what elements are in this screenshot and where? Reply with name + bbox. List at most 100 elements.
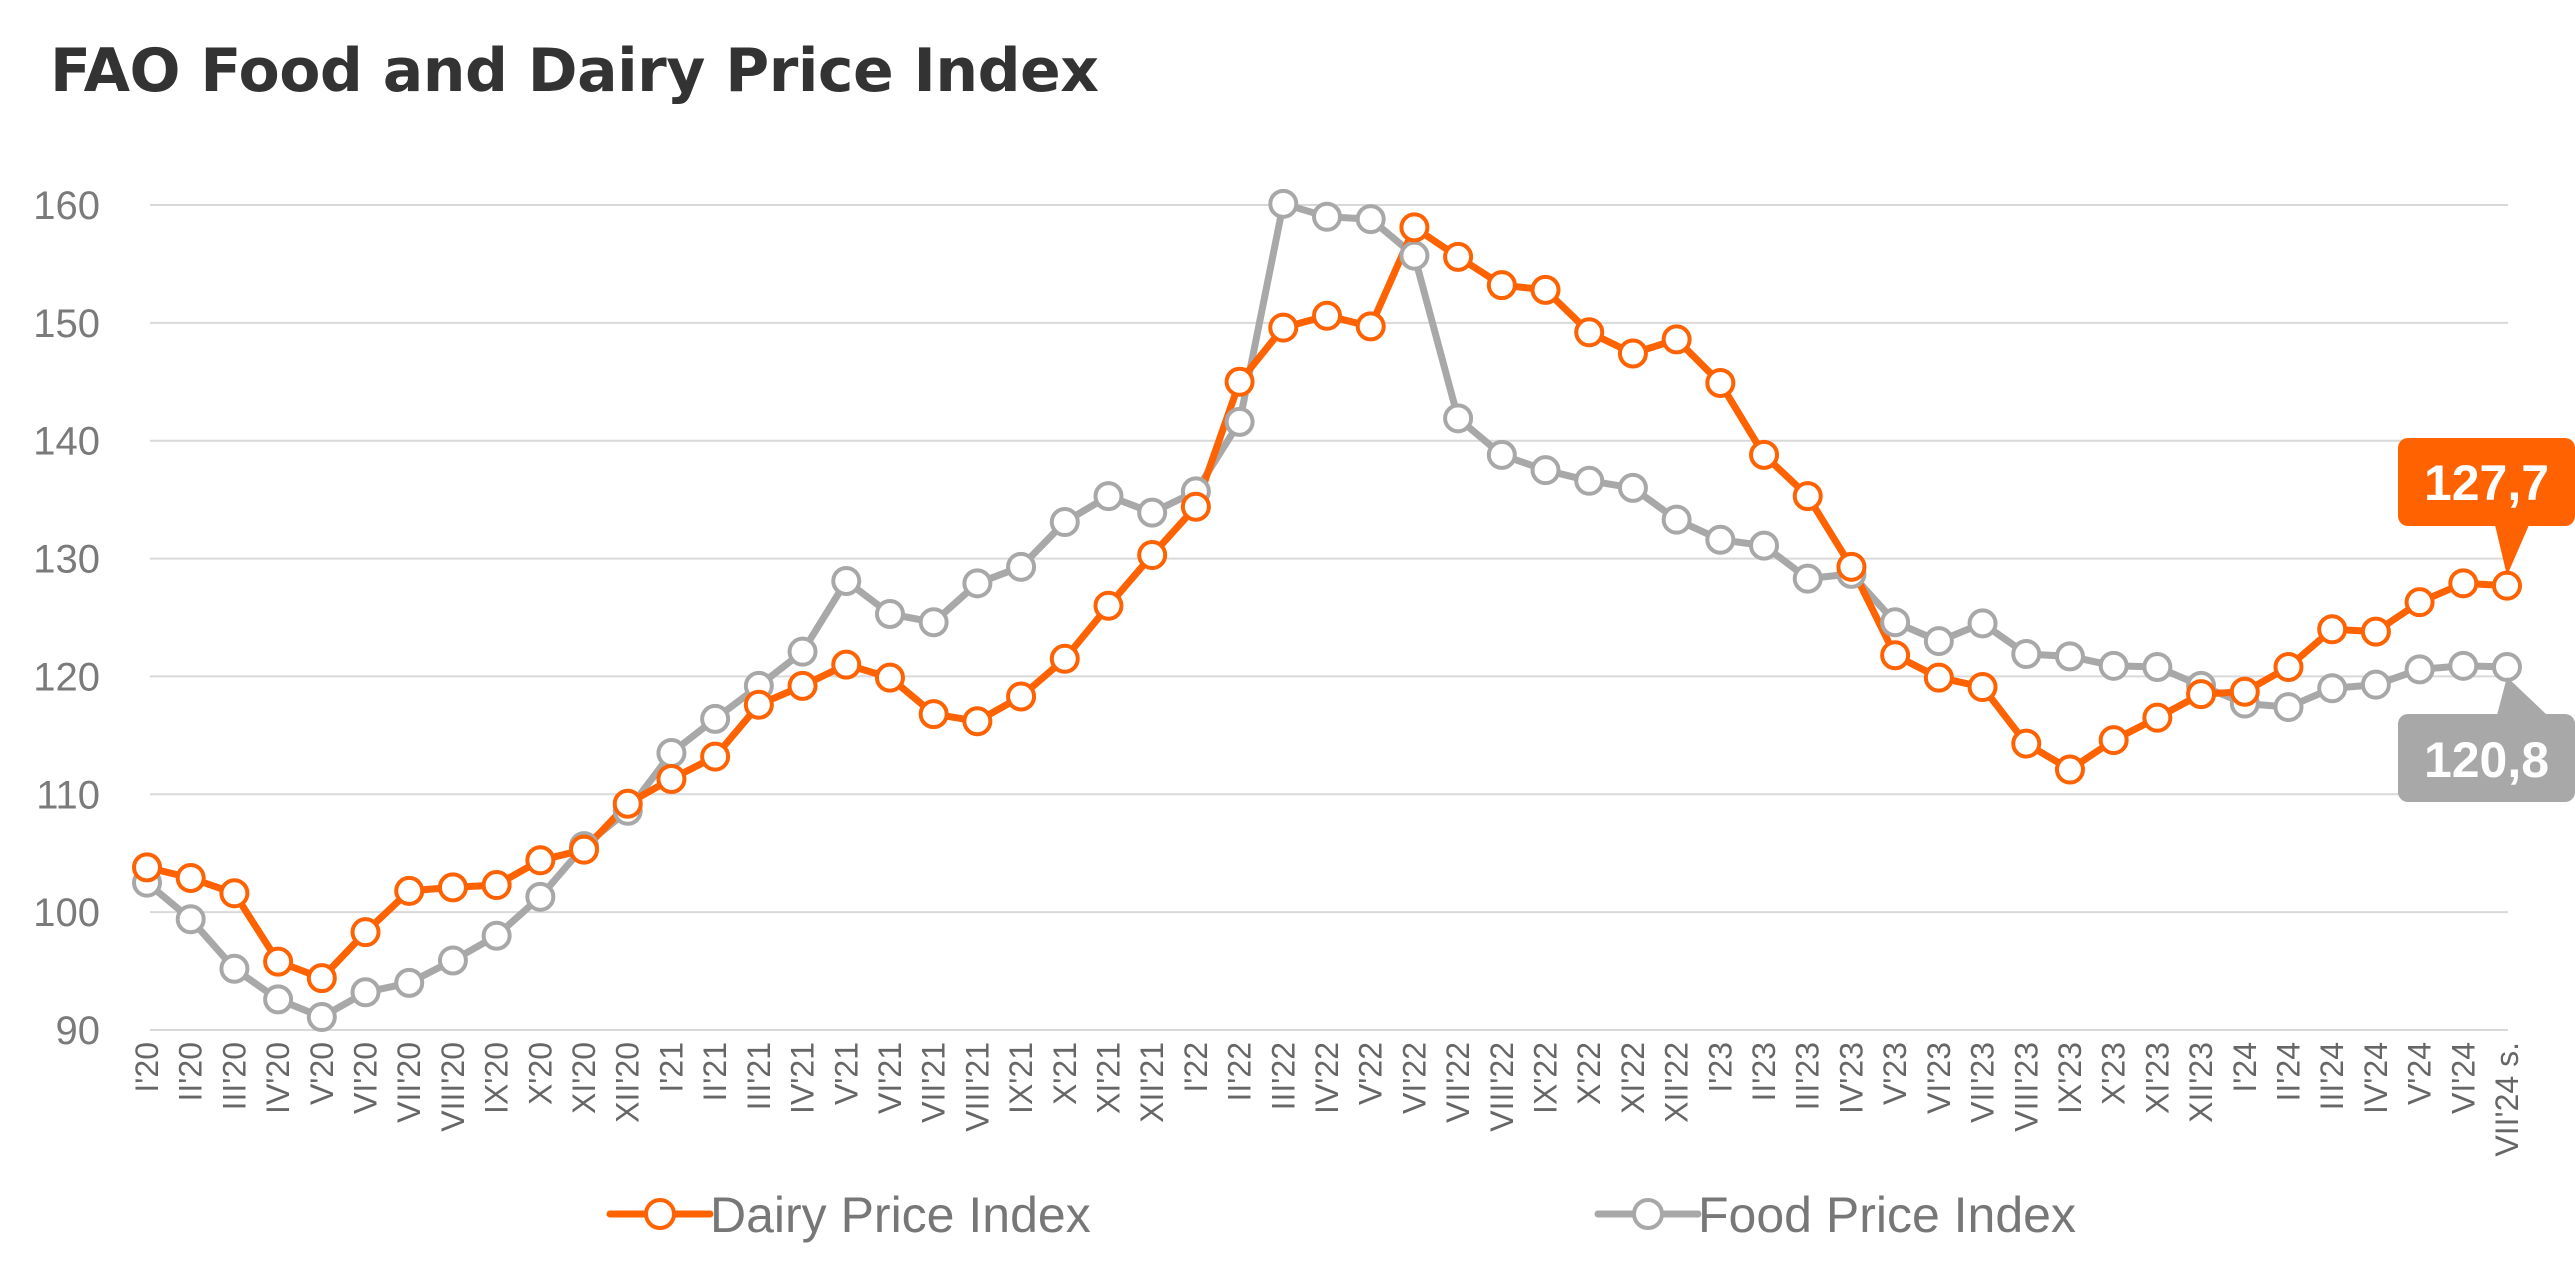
dairy-data-point: [2142, 702, 2173, 733]
food-data-point: [525, 881, 556, 912]
x-tick-label: X'20: [522, 1042, 558, 1105]
food-data-point: [700, 703, 731, 734]
dairy-data-point: [743, 689, 774, 720]
dairy-data-point: [1180, 491, 1211, 522]
dairy-data-point: [263, 946, 294, 977]
food-data-point: [1880, 607, 1911, 638]
food-data-point: [2360, 669, 2391, 700]
y-tick-label: 150: [33, 302, 100, 346]
x-tick-label: VI'23: [1921, 1042, 1957, 1114]
x-tick-label: I'24: [2227, 1042, 2263, 1093]
x-tick-label: II'24: [2270, 1042, 2306, 1101]
dairy-data-point: [2186, 679, 2217, 710]
x-tick-label: IV'22: [1309, 1042, 1345, 1114]
y-tick-label: 110: [36, 773, 100, 817]
dairy-data-point: [918, 699, 949, 730]
value-callouts: 127,7 120,8: [2398, 438, 2575, 802]
y-tick-label: 90: [56, 1009, 101, 1053]
x-tick-label: III'23: [1790, 1042, 1826, 1110]
x-tick-label: XII'21: [1134, 1042, 1170, 1123]
dairy-data-point: [2054, 754, 2085, 785]
food-data-point: [2492, 652, 2522, 682]
dairy-data-point: [569, 834, 600, 865]
dairy-data-point: [700, 741, 731, 772]
dairy-data-point: [1661, 324, 1692, 355]
dairy-legend-marker: [644, 1198, 676, 1230]
food-data-point: [1661, 504, 1692, 535]
x-tick-label: XI'23: [2139, 1042, 2175, 1114]
dairy-data-point: [2404, 587, 2435, 618]
x-tick-label: VII'23: [1965, 1042, 2001, 1123]
food-data-point: [219, 953, 250, 984]
food-data-point: [1268, 188, 1299, 219]
food-data-point: [2448, 650, 2479, 681]
x-tick-label: XII'23: [2183, 1042, 2219, 1123]
dairy-data-point: [656, 763, 687, 794]
dairy-data-point: [437, 872, 468, 903]
x-tick-label: VIII'20: [435, 1042, 471, 1132]
food-data-point: [175, 904, 206, 935]
food-data-point: [2142, 652, 2173, 682]
dairy-data-point: [1749, 439, 1780, 470]
food-data-point: [831, 565, 862, 596]
food-data-point: [2054, 641, 2085, 672]
dairy-callout-box: [2398, 438, 2575, 526]
dairy-data-point: [1137, 540, 1168, 571]
food-legend-label: Food Price Index: [1698, 1187, 2076, 1243]
dairy-data-point: [1443, 241, 1474, 272]
x-tick-label: I'21: [653, 1042, 689, 1093]
dairy-data-point: [1880, 640, 1911, 671]
food-data-point: [1224, 406, 1255, 437]
dairy-callout-label: 127,7: [2424, 455, 2549, 511]
y-tick-label: 100: [33, 891, 100, 935]
x-tick-label: IX'21: [1003, 1042, 1039, 1114]
x-tick-label: VII'22: [1440, 1042, 1476, 1123]
x-tick-label: III'20: [216, 1042, 252, 1110]
food-data-point: [1749, 530, 1780, 561]
x-tick-label: IV'24: [2358, 1042, 2394, 1114]
food-data-point: [787, 636, 818, 667]
x-tick-label: III'24: [2314, 1042, 2350, 1110]
x-tick-label: VII'24 s.: [2489, 1042, 2525, 1157]
dairy-data-point: [874, 662, 905, 693]
x-tick-label: VI'20: [348, 1042, 384, 1114]
dairy-data-point: [2317, 614, 2348, 645]
dairy-data-point: [962, 706, 993, 737]
food-data-point: [1792, 563, 1823, 594]
food-data-point: [1705, 524, 1736, 555]
dairy-data-point: [1836, 551, 1867, 582]
dairy-data-point: [2011, 728, 2042, 759]
dairy-data-point: [1792, 481, 1823, 512]
dairy-data-point: [525, 845, 556, 876]
food-data-point: [263, 984, 294, 1015]
series-markers: [132, 188, 2522, 1033]
food-data-point: [918, 607, 949, 638]
x-tick-label: VIII'23: [2008, 1042, 2044, 1132]
x-tick-label: IV'23: [1833, 1042, 1869, 1114]
x-tick-label: IX'20: [479, 1042, 515, 1114]
x-tick-label: II'22: [1222, 1042, 1258, 1101]
dairy-data-point: [1530, 274, 1561, 305]
dairy-data-point: [1224, 366, 1255, 397]
dairy-data-point: [787, 670, 818, 701]
y-tick-label: 130: [33, 538, 100, 582]
food-data-point: [2011, 639, 2042, 670]
x-tick-label: III'22: [1265, 1042, 1301, 1110]
dairy-data-point: [1049, 643, 1080, 674]
dairy-data-point: [1923, 662, 1954, 693]
chart-title: FAO Food and Dairy Price Index: [50, 36, 1099, 106]
food-data-point: [1049, 507, 1080, 538]
x-tick-label: I'23: [1702, 1042, 1738, 1093]
x-tick-label: VII'21: [916, 1042, 952, 1123]
x-tick-label: VIII'22: [1484, 1042, 1520, 1132]
x-tick-label: V'21: [828, 1042, 864, 1105]
x-tick-label: IX'22: [1528, 1042, 1564, 1114]
dairy-data-point: [1399, 212, 1430, 243]
x-tick-label: IV'21: [785, 1042, 821, 1114]
x-tick-label: II'21: [697, 1042, 733, 1101]
y-tick-label: 120: [33, 655, 100, 699]
x-tick-label: V'24: [2402, 1042, 2438, 1105]
x-tick-label: V'20: [304, 1042, 340, 1105]
x-tick-label: V'22: [1353, 1042, 1389, 1105]
dairy-data-point: [175, 862, 206, 893]
